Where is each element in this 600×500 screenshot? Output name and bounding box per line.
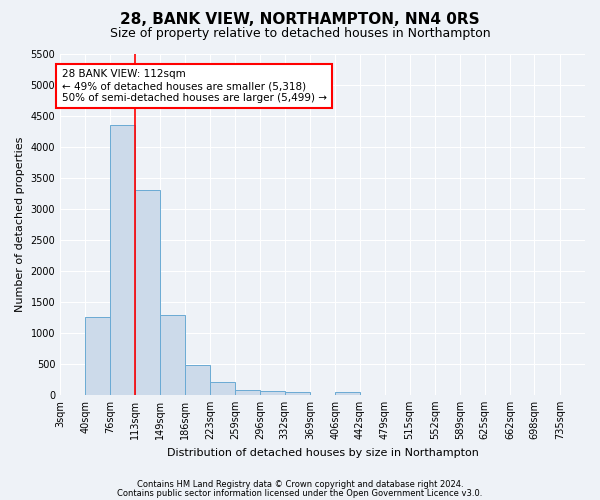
Y-axis label: Number of detached properties: Number of detached properties bbox=[15, 136, 25, 312]
Bar bbox=[160, 316, 185, 395]
Bar bbox=[335, 392, 360, 395]
Bar bbox=[285, 392, 310, 395]
Text: Size of property relative to detached houses in Northampton: Size of property relative to detached ho… bbox=[110, 28, 490, 40]
Bar bbox=[185, 365, 211, 395]
Bar bbox=[211, 382, 235, 395]
X-axis label: Distribution of detached houses by size in Northampton: Distribution of detached houses by size … bbox=[167, 448, 479, 458]
Bar bbox=[135, 190, 160, 395]
Text: Contains HM Land Registry data © Crown copyright and database right 2024.: Contains HM Land Registry data © Crown c… bbox=[137, 480, 463, 489]
Text: Contains public sector information licensed under the Open Government Licence v3: Contains public sector information licen… bbox=[118, 488, 482, 498]
Bar bbox=[85, 318, 110, 395]
Text: 28, BANK VIEW, NORTHAMPTON, NN4 0RS: 28, BANK VIEW, NORTHAMPTON, NN4 0RS bbox=[120, 12, 480, 28]
Bar bbox=[235, 390, 260, 395]
Bar bbox=[260, 391, 285, 395]
Text: 28 BANK VIEW: 112sqm
← 49% of detached houses are smaller (5,318)
50% of semi-de: 28 BANK VIEW: 112sqm ← 49% of detached h… bbox=[62, 70, 326, 102]
Bar bbox=[110, 126, 135, 395]
